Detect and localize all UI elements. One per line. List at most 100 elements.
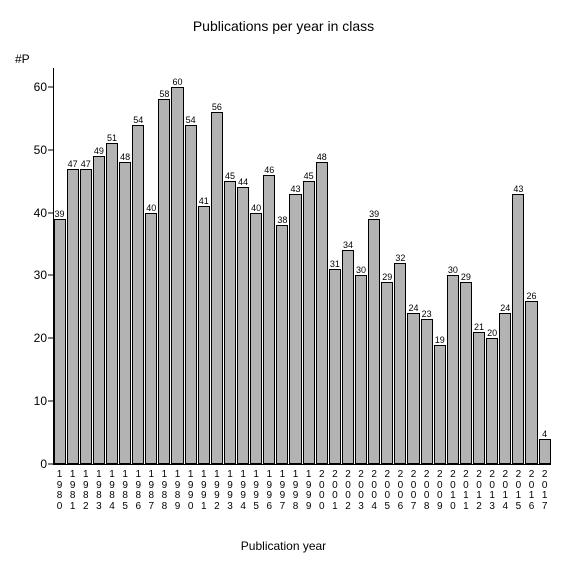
bar-fill: 39 — [368, 219, 380, 464]
bar-value-label: 26 — [526, 292, 536, 301]
bar-value-label: 47 — [68, 160, 78, 169]
y-tick-label: 0 — [40, 457, 47, 471]
x-tick-label: 2011 — [459, 466, 472, 512]
bar-value-label: 43 — [513, 185, 523, 194]
x-tick-label: 2003 — [355, 466, 368, 512]
bar: 43 — [512, 194, 524, 464]
bar: 48 — [316, 162, 328, 464]
chart-container: Publications per year in class #P 010203… — [0, 0, 567, 567]
bar-value-label: 23 — [422, 310, 432, 319]
bar-value-label: 30 — [448, 266, 458, 275]
y-axis-label: #P — [15, 52, 30, 66]
bar: 58 — [158, 99, 170, 464]
bar-fill: 41 — [198, 206, 210, 464]
bar-value-label: 51 — [107, 134, 117, 143]
bar-value-label: 44 — [238, 178, 248, 187]
bar-value-label: 24 — [500, 304, 510, 313]
x-tick-label: 2013 — [486, 466, 499, 512]
bar: 46 — [263, 175, 275, 464]
bar-fill: 60 — [171, 87, 183, 464]
x-tick-label: 1985 — [119, 466, 132, 512]
bar-value-label: 19 — [435, 336, 445, 345]
bar: 34 — [342, 250, 354, 464]
bar-value-label: 60 — [173, 78, 183, 87]
bar-fill: 54 — [185, 125, 197, 464]
bar-value-label: 58 — [159, 90, 169, 99]
bar-value-label: 21 — [474, 323, 484, 332]
x-tick-label: 2010 — [446, 466, 459, 512]
bar: 41 — [198, 206, 210, 464]
bar-value-label: 29 — [461, 273, 471, 282]
x-tick-labels: 1980198119821983198419851986198719881989… — [53, 466, 551, 512]
bar-fill: 4 — [539, 439, 551, 464]
bar: 39 — [368, 219, 380, 464]
x-tick-label: 2014 — [499, 466, 512, 512]
x-tick-label: 2006 — [394, 466, 407, 512]
bar-fill: 49 — [93, 156, 105, 464]
x-tick-label: 2000 — [315, 466, 328, 512]
bar: 43 — [289, 194, 301, 464]
x-tick-label: 2007 — [407, 466, 420, 512]
bar-value-label: 49 — [94, 147, 104, 156]
bar: 48 — [119, 162, 131, 464]
x-tick-label: 1994 — [237, 466, 250, 512]
bar: 23 — [421, 319, 433, 464]
bar: 26 — [525, 301, 537, 464]
bar-value-label: 43 — [291, 185, 301, 194]
bar-fill: 32 — [394, 263, 406, 464]
x-tick-label: 1999 — [302, 466, 315, 512]
bar-fill: 47 — [80, 169, 92, 464]
x-tick-label: 1995 — [250, 466, 263, 512]
x-tick-label: 2005 — [381, 466, 394, 512]
bar: 54 — [132, 125, 144, 464]
bar-fill: 19 — [434, 345, 446, 464]
bar-value-label: 20 — [487, 329, 497, 338]
bar-fill: 48 — [316, 162, 328, 464]
bar-fill: 58 — [158, 99, 170, 464]
bar: 24 — [499, 313, 511, 464]
bar-fill: 29 — [381, 282, 393, 464]
bar-value-label: 45 — [304, 172, 314, 181]
bar: 51 — [106, 143, 118, 464]
bar-fill: 43 — [512, 194, 524, 464]
bar: 24 — [407, 313, 419, 464]
x-tick-label: 1997 — [276, 466, 289, 512]
bar-fill: 40 — [145, 213, 157, 464]
x-tick-label: 1980 — [53, 466, 66, 512]
bar-fill: 43 — [289, 194, 301, 464]
bar-value-label: 45 — [225, 172, 235, 181]
bar-fill: 20 — [486, 338, 498, 464]
x-tick-label: 2002 — [341, 466, 354, 512]
bar: 45 — [224, 181, 236, 464]
bar: 47 — [80, 169, 92, 464]
x-tick-label: 1989 — [171, 466, 184, 512]
bar-value-label: 4 — [542, 430, 547, 439]
bar: 21 — [473, 332, 485, 464]
y-tick-label: 50 — [34, 143, 47, 157]
bar-value-label: 47 — [81, 160, 91, 169]
bar: 45 — [303, 181, 315, 464]
x-tick-label: 1986 — [132, 466, 145, 512]
bar-fill: 39 — [54, 219, 66, 464]
bar-value-label: 31 — [330, 260, 340, 269]
bar-value-label: 39 — [369, 210, 379, 219]
chart-title: Publications per year in class — [0, 18, 567, 34]
bar-fill: 21 — [473, 332, 485, 464]
bar-fill: 24 — [499, 313, 511, 464]
x-tick-label: 1981 — [66, 466, 79, 512]
x-axis-line — [53, 464, 551, 465]
x-tick-label: 2015 — [512, 466, 525, 512]
bar: 44 — [237, 187, 249, 464]
bar-value-label: 41 — [199, 197, 209, 206]
bar: 40 — [250, 213, 262, 464]
bar: 39 — [54, 219, 66, 464]
bar-value-label: 40 — [146, 204, 156, 213]
bar: 40 — [145, 213, 157, 464]
bar: 31 — [329, 269, 341, 464]
x-axis-label: Publication year — [0, 539, 567, 553]
y-tick-label: 40 — [34, 206, 47, 220]
x-tick-label: 2012 — [473, 466, 486, 512]
bar-fill: 23 — [421, 319, 433, 464]
x-tick-label: 1988 — [158, 466, 171, 512]
bar: 4 — [539, 439, 551, 464]
